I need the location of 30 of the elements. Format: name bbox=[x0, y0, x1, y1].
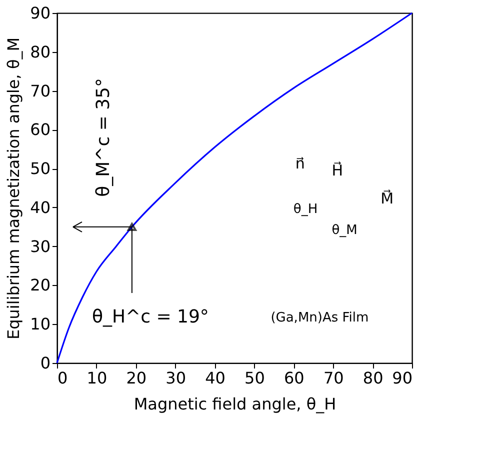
x-axis-title: Magnetic field angle, θ_H bbox=[134, 394, 336, 414]
annotation: θ_H^c = 19° bbox=[92, 306, 209, 328]
annotation: n⃗ bbox=[295, 154, 305, 172]
x-tick-label: 70 bbox=[323, 368, 344, 388]
y-tick-label: 50 bbox=[30, 159, 50, 178]
y-axis-title: Equilibrium magnetization angle, θ_M bbox=[4, 37, 24, 340]
x-tick-label: 0 bbox=[58, 368, 68, 388]
y-tick-label: 60 bbox=[30, 120, 50, 140]
annotation: θ_M bbox=[332, 223, 358, 238]
y-tick-label: 0 bbox=[40, 354, 50, 372]
x-tick-label: 60 bbox=[284, 368, 304, 388]
x-tick-label: 40 bbox=[205, 368, 226, 388]
x-tick-label: 10 bbox=[86, 368, 108, 388]
y-tick-label: 80 bbox=[30, 42, 50, 62]
y-tick-label: 70 bbox=[30, 81, 50, 100]
x-tick-label: 80 bbox=[362, 368, 384, 388]
annotation: (Ga,Mn)As Film bbox=[270, 310, 369, 326]
annotation: M⃗ bbox=[380, 188, 394, 208]
y-tick-label: 30 bbox=[30, 236, 50, 256]
annotation: θ_H bbox=[293, 202, 318, 217]
y-tick-label: 20 bbox=[30, 276, 50, 295]
y-tick-label: 10 bbox=[30, 314, 50, 334]
x-tick-label: 50 bbox=[244, 368, 265, 388]
annotation: θ_M^c = 35° bbox=[92, 78, 114, 197]
x-tick-label: 90 bbox=[392, 368, 412, 388]
y-tick-label: 40 bbox=[30, 198, 50, 217]
annotation: H⃗ bbox=[332, 160, 344, 180]
x-tick-label: 20 bbox=[126, 368, 147, 388]
y-tick-label: 90 bbox=[30, 4, 50, 22]
x-tick-label: 30 bbox=[166, 368, 186, 388]
